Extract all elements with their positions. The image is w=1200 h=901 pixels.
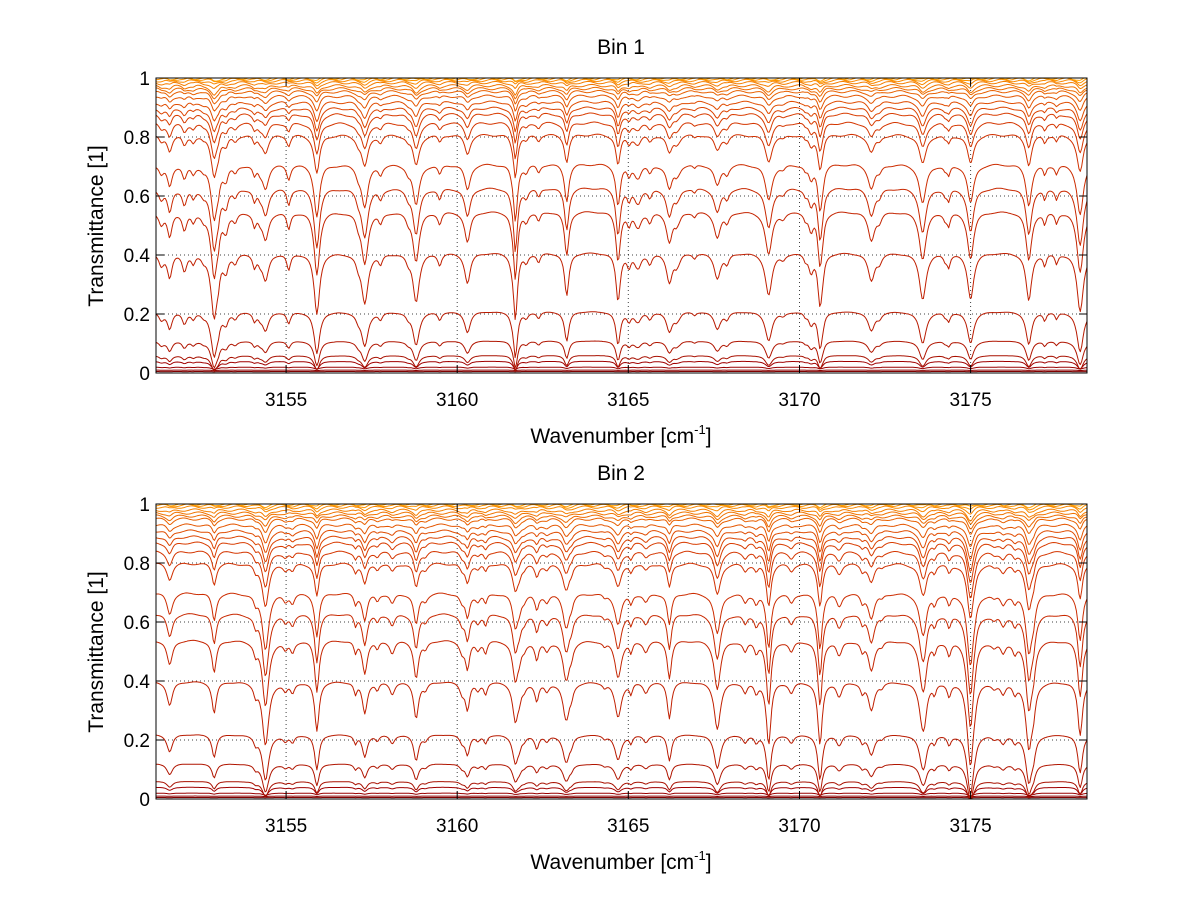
series-line-14 <box>155 550 1088 599</box>
series-line-6 <box>156 781 1088 800</box>
series-line-6 <box>155 355 1088 372</box>
panel-bin-1: Bin 1 3155 3160 3165 3170 3175 0 0.2 0.4 0.6 0.8 1… <box>85 36 1088 448</box>
series-line-17 <box>155 100 1088 123</box>
x-tick-label: 3155 <box>265 390 307 411</box>
series-line-22 <box>155 80 1088 90</box>
y-tick-label: 0.2 <box>124 731 150 752</box>
x-tick-label: 3170 <box>778 390 820 411</box>
x-tick-label: 3165 <box>607 816 649 837</box>
series-line-10 <box>155 639 1088 727</box>
axes-box <box>155 77 1088 374</box>
series-line-14 <box>155 121 1088 160</box>
series-line-16 <box>155 535 1088 572</box>
series-line-20 <box>155 514 1088 530</box>
y-tick-label: 0.4 <box>124 672 151 693</box>
y-tick-label: 0.4 <box>124 246 151 267</box>
series-line-17 <box>156 529 1088 560</box>
series-line-23 <box>155 78 1088 87</box>
chart-title: Bin 1 <box>597 36 645 59</box>
series-line-11 <box>155 613 1088 695</box>
x-tick-label: 3160 <box>436 390 478 411</box>
x-tick-label: 3170 <box>778 816 820 837</box>
series-line-15 <box>155 112 1088 144</box>
y-tick-label: 1 <box>139 495 150 516</box>
series-line-3 <box>156 795 1088 798</box>
x-tick-label: 3175 <box>949 816 991 837</box>
series-line-13 <box>155 562 1088 619</box>
series-line-3 <box>156 369 1087 372</box>
series-line-21 <box>155 83 1088 96</box>
series-line-7 <box>155 340 1088 369</box>
y-axis-label: Transmittance [1] <box>85 571 108 732</box>
panel-bin-2: Bin 2 3155 3160 3165 3170 3175 0 0.2 0.4 0.6 0.8 1… <box>85 462 1088 874</box>
y-tick-label: 0.2 <box>124 305 150 326</box>
y-tick-label: 0.8 <box>124 554 150 575</box>
y-tick-label: 0.6 <box>124 187 150 208</box>
y-tick-label: 0 <box>139 790 150 811</box>
series-line-7 <box>155 763 1088 800</box>
y-tick-label: 0.6 <box>124 613 150 634</box>
series-line-19 <box>156 90 1088 105</box>
series-line-21 <box>155 511 1088 525</box>
series-line-11 <box>155 187 1088 253</box>
series-line-8 <box>155 734 1088 795</box>
series-line-9 <box>155 681 1088 766</box>
ticks <box>156 77 1087 374</box>
series-line-23 <box>156 505 1088 515</box>
series-line-13 <box>155 133 1088 179</box>
series-line-5 <box>155 786 1088 799</box>
series-line-22 <box>155 508 1088 522</box>
series-line-20 <box>155 86 1088 100</box>
series-line-5 <box>155 360 1088 371</box>
tick-labels: 3155 3160 3165 3170 3175 0 0.2 0.4 0.6 0.8 1 <box>124 495 992 837</box>
series-line-8 <box>155 311 1088 359</box>
y-axis-label: Transmittance [1] <box>85 145 108 306</box>
x-axis-label: Wavenumber [cm-1] <box>530 422 711 448</box>
y-tick-label: 0 <box>139 364 150 385</box>
series-group <box>155 503 1088 800</box>
series-group <box>155 77 1088 374</box>
series-line-19 <box>155 517 1088 535</box>
x-tick-label: 3175 <box>949 390 991 411</box>
ticks <box>156 503 1087 800</box>
x-tick-label: 3165 <box>607 390 649 411</box>
series-line-10 <box>155 211 1088 280</box>
series-line-16 <box>155 106 1088 133</box>
x-tick-label: 3155 <box>265 816 307 837</box>
series-line-4 <box>156 792 1088 797</box>
series-line-18 <box>155 523 1088 547</box>
y-tick-label: 0.8 <box>124 128 150 149</box>
series-line-18 <box>156 94 1088 112</box>
tick-labels: 3155 3160 3165 3170 3175 0 0.2 0.4 0.6 0.8 1 <box>124 69 992 411</box>
axes-box <box>155 503 1088 800</box>
chart-title: Bin 2 <box>597 462 645 485</box>
series-line-4 <box>156 366 1088 370</box>
series-line-9 <box>155 252 1088 320</box>
x-tick-label: 3160 <box>436 816 478 837</box>
series-line-12 <box>156 592 1088 666</box>
y-tick-label: 1 <box>139 69 150 90</box>
series-line-12 <box>155 163 1088 222</box>
series-line-15 <box>155 541 1088 583</box>
x-axis-label: Wavenumber [cm-1] <box>530 848 711 874</box>
